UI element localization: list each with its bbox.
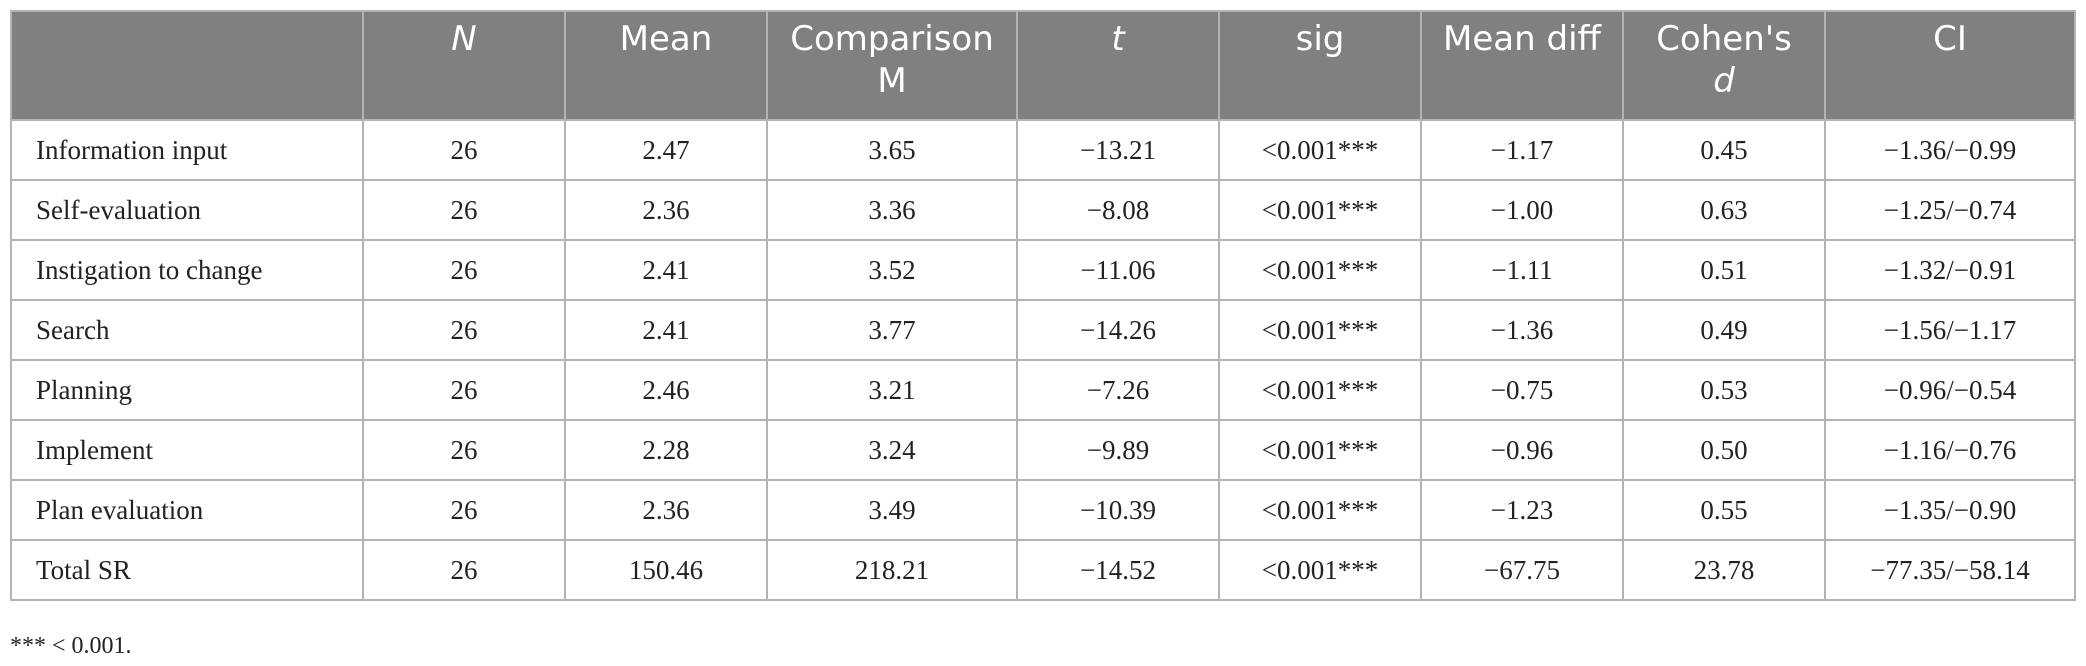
table-cell: 2.28 (564, 419, 768, 481)
table-cell: 0.63 (1622, 179, 1826, 241)
table-cell: 150.46 (564, 539, 768, 601)
row-label-cell: Planning (10, 359, 364, 421)
row-label-cell: Plan evaluation (10, 479, 364, 541)
table-cell: −14.52 (1016, 539, 1220, 601)
header-cell-row-label (10, 10, 364, 121)
header-cell-mean-diff: Mean diff (1420, 10, 1624, 121)
table-cell: 26 (362, 479, 566, 541)
table-row: Self-evaluation 26 2.36 3.36 −8.08 <0.001*** −… (10, 179, 2076, 241)
table-cell: 26 (362, 299, 566, 361)
table-cell: <0.001*** (1218, 479, 1422, 541)
table-cell: 26 (362, 419, 566, 481)
row-label-cell: Instigation to change (10, 239, 364, 301)
table-cell: −13.21 (1016, 119, 1220, 181)
table-cell: −1.17 (1420, 119, 1624, 181)
table-cell: <0.001*** (1218, 299, 1422, 361)
table-cell: 26 (362, 359, 566, 421)
table-footnote: *** < 0.001. (10, 633, 132, 659)
table-cell: <0.001*** (1218, 419, 1422, 481)
header-row: N Mean Comparison M t sig Mean diff Cohe… (10, 10, 2076, 121)
table-cell: 0.45 (1622, 119, 1826, 181)
row-label-cell: Search (10, 299, 364, 361)
header-cell-n: N (362, 10, 566, 121)
table-cell: 26 (362, 539, 566, 601)
table-cell: 2.36 (564, 179, 768, 241)
table-cell: 2.36 (564, 479, 768, 541)
table-cell: 3.65 (766, 119, 1018, 181)
table-cell: 2.46 (564, 359, 768, 421)
results-table-container: N Mean Comparison M t sig Mean diff Cohe… (10, 10, 2076, 601)
table-row: Planning 26 2.46 3.21 −7.26 <0.001*** −0.75 0.5… (10, 359, 2076, 421)
table-cell: 26 (362, 119, 566, 181)
table-cell: 3.21 (766, 359, 1018, 421)
table-cell: 2.47 (564, 119, 768, 181)
table-cell: −9.89 (1016, 419, 1220, 481)
table-cell: −67.75 (1420, 539, 1624, 601)
table-cell: −11.06 (1016, 239, 1220, 301)
table-row: Information input 26 2.47 3.65 −13.21 <0.001*… (10, 119, 2076, 181)
table-cell: 23.78 (1622, 539, 1826, 601)
table-cell: −1.16/−0.76 (1824, 419, 2076, 481)
header-cell-mean: Mean (564, 10, 768, 121)
table-cell: 26 (362, 239, 566, 301)
table-cell: 0.53 (1622, 359, 1826, 421)
table-row: Search 26 2.41 3.77 −14.26 <0.001*** −1.36 0.49… (10, 299, 2076, 361)
header-cell-ci: CI (1824, 10, 2076, 121)
table-row: Total SR 26 150.46 218.21 −14.52 <0.001*** −67… (10, 539, 2076, 601)
table-cell: 0.51 (1622, 239, 1826, 301)
row-label-cell: Total SR (10, 539, 364, 601)
table-cell: 0.55 (1622, 479, 1826, 541)
table-cell: <0.001*** (1218, 119, 1422, 181)
table-cell: 3.24 (766, 419, 1018, 481)
table-cell: −1.56/−1.17 (1824, 299, 2076, 361)
table-row: Plan evaluation 26 2.36 3.49 −10.39 <0.001***… (10, 479, 2076, 541)
header-cell-sig: sig (1218, 10, 1422, 121)
table-cell: 3.77 (766, 299, 1018, 361)
table-cell: <0.001*** (1218, 359, 1422, 421)
table-cell: −1.25/−0.74 (1824, 179, 2076, 241)
header-cell-t: t (1016, 10, 1220, 121)
table-cell: −14.26 (1016, 299, 1220, 361)
table-cell: 2.41 (564, 299, 768, 361)
table-cell: <0.001*** (1218, 539, 1422, 601)
table-cell: −0.96/−0.54 (1824, 359, 2076, 421)
table-cell: 3.49 (766, 479, 1018, 541)
table-cell: −8.08 (1016, 179, 1220, 241)
table-cell: 0.49 (1622, 299, 1826, 361)
table-cell: −0.75 (1420, 359, 1624, 421)
table-cell: 0.50 (1622, 419, 1826, 481)
header-cell-comparison-m: Comparison M (766, 10, 1018, 121)
table-cell: 3.52 (766, 239, 1018, 301)
table-cell: −1.36/−0.99 (1824, 119, 2076, 181)
table-cell: <0.001*** (1218, 179, 1422, 241)
table-cell: −1.11 (1420, 239, 1624, 301)
table-cell: −10.39 (1016, 479, 1220, 541)
table-cell: −1.23 (1420, 479, 1624, 541)
table-cell: 218.21 (766, 539, 1018, 601)
table-row: Instigation to change 26 2.41 3.52 −11.06 <0.… (10, 239, 2076, 301)
table-body: Information input 26 2.47 3.65 −13.21 <0.001*… (10, 119, 2076, 601)
table-cell: −1.32/−0.91 (1824, 239, 2076, 301)
table-cell: −1.35/−0.90 (1824, 479, 2076, 541)
table-cell: <0.001*** (1218, 239, 1422, 301)
table-header: N Mean Comparison M t sig Mean diff Cohe… (10, 10, 2076, 121)
row-label-cell: Self-evaluation (10, 179, 364, 241)
table-cell: 2.41 (564, 239, 768, 301)
results-table: N Mean Comparison M t sig Mean diff Cohe… (10, 10, 2076, 601)
table-cell: 26 (362, 179, 566, 241)
header-cell-cohens-d: Cohen's d (1622, 10, 1826, 121)
table-cell: −0.96 (1420, 419, 1624, 481)
cohens-label: Cohen's (1656, 19, 1792, 59)
table-cell: −7.26 (1016, 359, 1220, 421)
row-label-cell: Implement (10, 419, 364, 481)
table-cell: 3.36 (766, 179, 1018, 241)
cohens-d-symbol: d (1713, 61, 1735, 101)
table-row: Implement 26 2.28 3.24 −9.89 <0.001*** −0.96 0.… (10, 419, 2076, 481)
table-cell: −77.35/−58.14 (1824, 539, 2076, 601)
table-cell: −1.36 (1420, 299, 1624, 361)
row-label-cell: Information input (10, 119, 364, 181)
table-cell: −1.00 (1420, 179, 1624, 241)
